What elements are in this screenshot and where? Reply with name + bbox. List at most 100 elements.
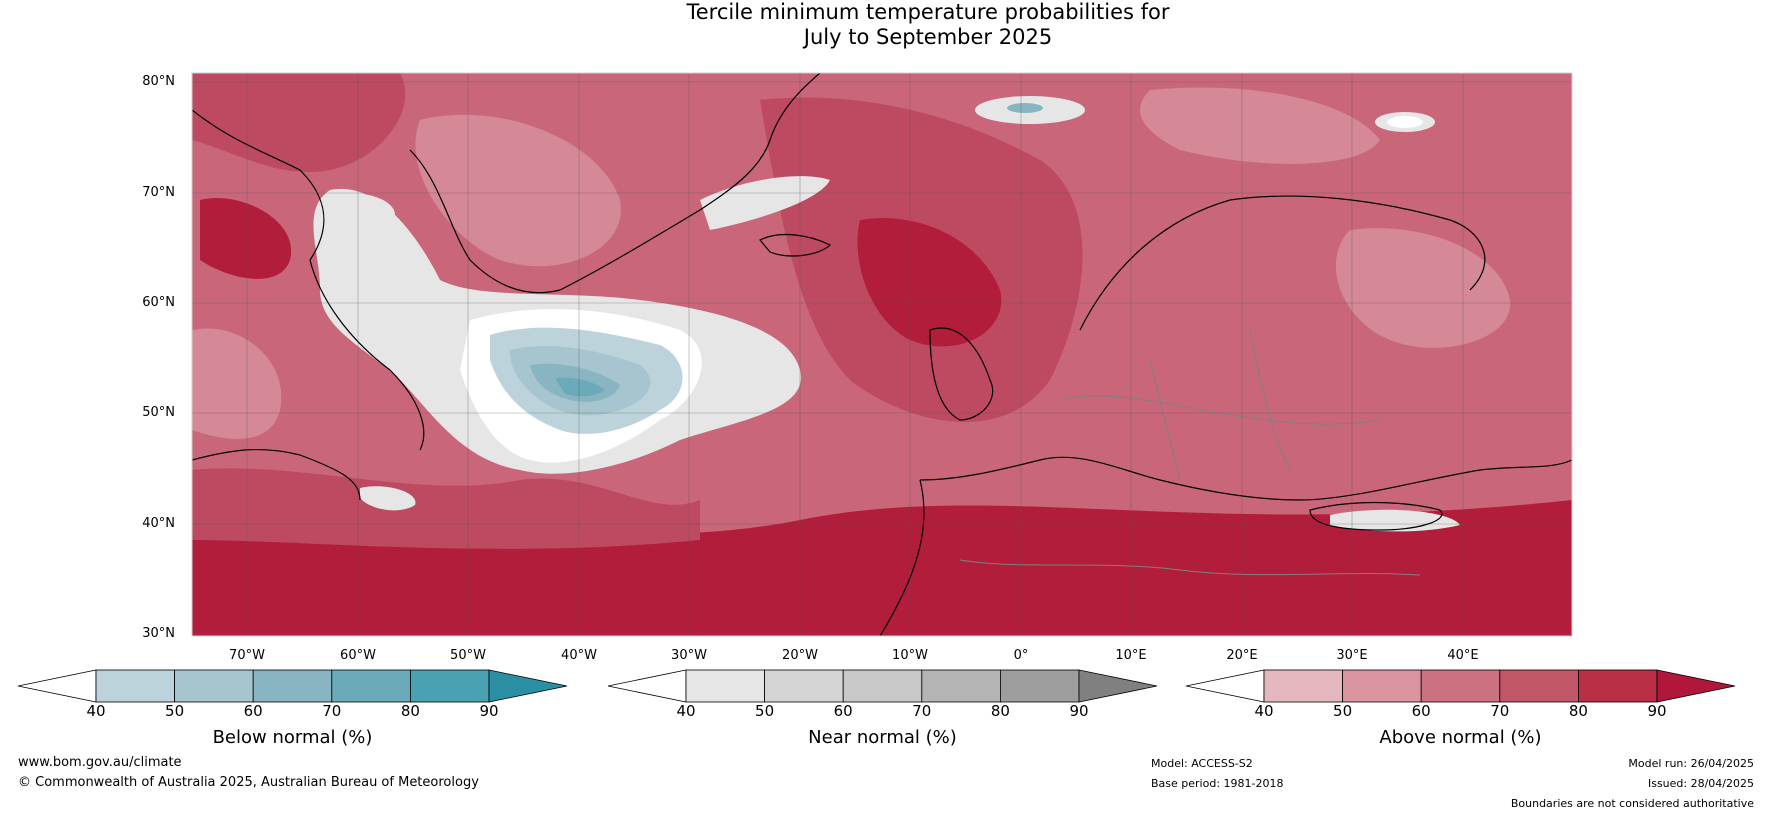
colorbar-segment: [1499, 669, 1579, 703]
footer-model-run: Model run: 26/04/2025: [1628, 757, 1754, 770]
lon-label: 30°E: [1336, 648, 1368, 663]
colorbar: [607, 669, 1158, 703]
colorbar-segment: [1420, 669, 1501, 703]
colorbar-segment: [921, 669, 1001, 703]
colorbar-tick: 80: [990, 702, 1010, 720]
colorbars: [17, 669, 1736, 703]
lon-label: 40°E: [1447, 648, 1479, 663]
above-60-barents: [1140, 87, 1380, 164]
colorbar-segment: [174, 669, 254, 703]
border-1: [1059, 395, 1381, 425]
above-90-central: [857, 218, 1002, 347]
lon-label: 0°: [1013, 648, 1029, 663]
footer-base-period: Base period: 1981-2018: [1151, 777, 1284, 790]
title-line1: Tercile minimum temperature probabilitie…: [686, 0, 1170, 24]
near-patch-newfoundland: [360, 486, 416, 511]
title-line2: July to September 2025: [803, 25, 1053, 49]
colorbar-tick: 60: [1411, 702, 1431, 720]
colorbar-tick: 40: [1254, 702, 1274, 720]
lon-label: 10°E: [1115, 648, 1147, 663]
above-80-south-west: [192, 468, 700, 549]
above-90-baffin: [200, 198, 292, 279]
lat-label: 60°N: [142, 295, 175, 310]
lat-label: 30°N: [142, 626, 175, 641]
colorbar-extend-low: [1185, 669, 1265, 703]
colorbar-segment: [331, 669, 411, 703]
colorbar-tick: 60: [833, 702, 853, 720]
colorbar-label: Above normal (%): [1379, 727, 1542, 748]
white-patch-franzjosef: [1387, 116, 1423, 128]
above-60-greenland: [415, 114, 621, 267]
colorbar-label: Near normal (%): [808, 727, 957, 748]
canada-coast: [192, 109, 425, 451]
lon-label: 40°W: [561, 648, 597, 663]
colorbar-extend-high: [1656, 669, 1736, 703]
colorbar-extend-low: [17, 669, 97, 703]
scandinavia-coast: [1079, 195, 1486, 331]
colorbar-segment: [1000, 669, 1080, 703]
coastlines: [192, 73, 1572, 636]
colorbar-extend-high: [488, 669, 568, 703]
iberia-coast: [879, 479, 925, 636]
footer-model: Model: ACCESS-S2: [1151, 757, 1253, 770]
colorbar-tick: 80: [400, 702, 420, 720]
lat-label: 80°N: [142, 74, 175, 89]
lon-label: 20°W: [782, 648, 818, 663]
near-patch-baffin: [345, 193, 395, 222]
near-patch-greenland-sea: [700, 176, 830, 230]
colorbar: [17, 669, 568, 703]
lon-label: 30°W: [671, 648, 707, 663]
colorbar-extend-low: [607, 669, 687, 703]
above-60-labrador: [192, 328, 282, 439]
chart-title: Tercile minimum temperature probabilitie…: [0, 0, 1770, 50]
colorbar-segment: [842, 669, 923, 703]
footer-issued: Issued: 28/04/2025: [1647, 777, 1754, 790]
below-patch-svalbard: [1007, 103, 1043, 113]
lon-label: 10°W: [892, 648, 928, 663]
colorbar-tick: 60: [243, 702, 263, 720]
above-80-northwest: [192, 73, 406, 173]
colorbar-extend-high: [1078, 669, 1158, 703]
lat-label: 50°N: [142, 405, 175, 420]
border-3: [1249, 329, 1291, 471]
britain-coast: [929, 327, 994, 421]
lon-label: 50°W: [450, 648, 486, 663]
map-frame: [191, 72, 1573, 637]
colorbar-tick: 80: [1568, 702, 1588, 720]
colorbar-segment: [1263, 669, 1343, 703]
footer-copyright: © Commonwealth of Australia 2025, Austra…: [18, 775, 479, 790]
colorbar: [1185, 669, 1736, 703]
lon-label: 20°E: [1226, 648, 1258, 663]
maritimes-coast: [192, 448, 361, 501]
greenland-coast: [409, 73, 821, 294]
map-field: [192, 73, 1572, 636]
colorbar-tick: 50: [1333, 702, 1353, 720]
iceland-coast: [759, 234, 832, 257]
colorbar-tick: 70: [322, 702, 342, 720]
colorbar-segment: [409, 669, 490, 703]
footer-url: www.bom.gov.au/climate: [18, 755, 182, 770]
lon-label: 70°W: [229, 648, 265, 663]
footer-disclaimer: Boundaries are not considered authoritat…: [1510, 797, 1754, 810]
near-patch-caspian: [1330, 509, 1460, 532]
colorbar-segment: [252, 669, 333, 703]
gridlines: [192, 73, 1572, 636]
colorbar-label: Below normal (%): [212, 727, 373, 748]
lat-label: 40°N: [142, 516, 175, 531]
colorbar-tick: 70: [912, 702, 932, 720]
lon-label: 60°W: [340, 648, 376, 663]
colorbar-tick: 90: [1647, 702, 1667, 720]
europe-south-coast: [919, 456, 1572, 501]
colorbar-tick: 40: [86, 702, 106, 720]
borders: [959, 329, 1421, 576]
colorbar-tick: 90: [479, 702, 499, 720]
border-4: [959, 559, 1421, 576]
black-sea-coast: [1309, 501, 1443, 531]
colorbar-tick: 50: [165, 702, 185, 720]
colorbar-segment: [1342, 669, 1422, 703]
colorbar-segment: [685, 669, 765, 703]
colorbar-tick: 40: [676, 702, 696, 720]
colorbar-segment: [95, 669, 175, 703]
colorbar-tick: 50: [755, 702, 775, 720]
